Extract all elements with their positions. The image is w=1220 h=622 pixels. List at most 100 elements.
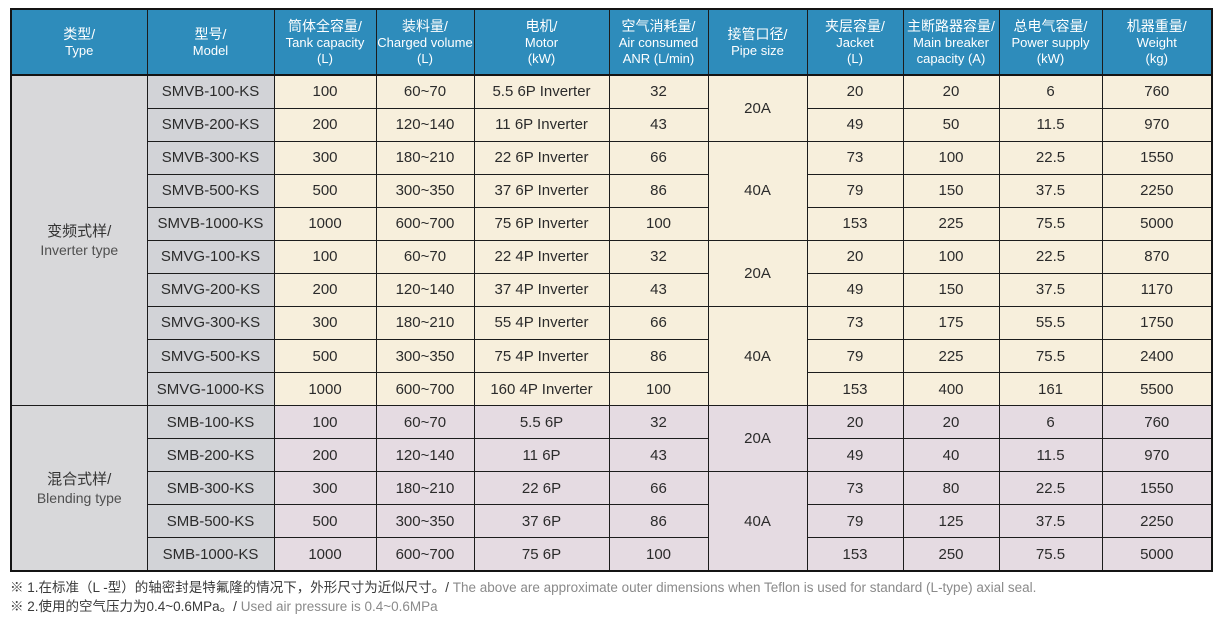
cell-model: SMVG-100-KS [146, 239, 275, 274]
cell-charged-volume: 600~700 [375, 372, 475, 407]
type-label-en: Inverter type [40, 242, 119, 259]
cell-main-breaker: 175 [902, 305, 1000, 341]
cell-power-supply: 11.5 [998, 438, 1103, 473]
cell-jacket: 20 [806, 239, 904, 274]
cell-main-breaker: 100 [902, 239, 1000, 274]
header-label-zh: 机器重量/ [1126, 17, 1187, 34]
cell-jacket: 153 [806, 537, 904, 572]
cell-air-consumed: 32 [608, 239, 709, 274]
cell-charged-volume: 600~700 [375, 206, 475, 241]
cell-air-consumed: 100 [608, 206, 709, 241]
header-label-zh: 筒体全容量/ [288, 17, 362, 34]
footnote-2-en: Used air pressure is 0.4~0.6MPa [240, 599, 438, 614]
cell-tank-capacity: 300 [273, 471, 377, 506]
type-label-zh: 混合式样/ [47, 470, 112, 488]
table-row: SMVG-200-KS 200 120~140 37 4P Inverter 43 49 1… [11, 272, 1213, 307]
cell-pipe-size: 40A [707, 140, 808, 241]
cell-jacket: 153 [806, 372, 904, 407]
cell-charged-volume: 180~210 [375, 305, 475, 341]
cell-weight: 970 [1101, 107, 1213, 142]
header-label-en: Type [65, 42, 94, 58]
cell-tank-capacity: 200 [273, 438, 377, 473]
column-header-motor: 电机/ Motor (kW) [473, 8, 610, 76]
cell-weight: 760 [1101, 74, 1213, 109]
footnote-2: ※ 2.使用的空气压力为0.4~0.6MPa。/ Used air pressu… [10, 597, 1036, 616]
cell-power-supply: 37.5 [998, 173, 1103, 208]
cell-air-consumed: 66 [608, 305, 709, 341]
cell-charged-volume: 120~140 [375, 438, 475, 473]
header-label-zh: 接管口径/ [727, 25, 788, 42]
cell-jacket: 20 [806, 405, 904, 440]
cell-charged-volume: 120~140 [375, 272, 475, 307]
table-row: SMVB-200-KS 200 120~140 11 6P Inverter 43 49 5… [11, 107, 1213, 142]
cell-power-supply: 37.5 [998, 272, 1103, 307]
table-row: SMB-500-KS 500 300~350 37 6P 86 79 125 37.5 2250 [11, 504, 1213, 539]
cell-pipe-size: 40A [707, 471, 808, 572]
cell-motor: 75 4P Inverter [473, 338, 610, 374]
cell-weight: 970 [1101, 438, 1213, 473]
cell-pipe-size: 20A [707, 405, 808, 473]
cell-model: SMVB-1000-KS [146, 206, 275, 241]
header-label-en: Tank capacity [285, 34, 365, 50]
cell-main-breaker: 250 [902, 537, 1000, 572]
cell-motor: 22 6P Inverter [473, 140, 610, 175]
cell-charged-volume: 60~70 [375, 239, 475, 274]
cell-weight: 760 [1101, 405, 1213, 440]
cell-power-supply: 55.5 [998, 305, 1103, 341]
column-header-type: 类型/ Type [10, 8, 148, 76]
cell-tank-capacity: 1000 [273, 537, 377, 572]
cell-tank-capacity: 200 [273, 272, 377, 307]
cell-tank-capacity: 300 [273, 140, 377, 175]
column-header-main-breaker: 主断路器容量/ Main breaker capacity (A) [902, 8, 1000, 76]
column-header-pipe-size: 接管口径/ Pipe size [707, 8, 808, 76]
cell-air-consumed: 66 [608, 471, 709, 506]
cell-power-supply: 6 [998, 74, 1103, 109]
header-label-en: Pipe size [731, 42, 784, 58]
cell-charged-volume: 60~70 [375, 405, 475, 440]
cell-model: SMB-1000-KS [146, 537, 275, 572]
cell-tank-capacity: 100 [273, 405, 377, 440]
table-header: 类型/ Type 型号/ Model 筒体全容量/ Tank capacity … [10, 8, 1213, 76]
cell-jacket: 49 [806, 438, 904, 473]
cell-model: SMVG-300-KS [146, 305, 275, 341]
cell-model: SMVB-300-KS [146, 140, 275, 175]
header-label-zh: 装料量/ [402, 17, 448, 34]
cell-main-breaker: 125 [902, 504, 1000, 539]
header-label-zh: 电机/ [525, 17, 558, 34]
table-row: SMB-200-KS 200 120~140 11 6P 43 49 40 11.5 970 [11, 438, 1213, 473]
cell-motor: 75 6P [473, 537, 610, 572]
column-header-model: 型号/ Model [146, 8, 275, 76]
cell-model: SMB-200-KS [146, 438, 275, 473]
cell-tank-capacity: 1000 [273, 372, 377, 407]
cell-tank-capacity: 200 [273, 107, 377, 142]
header-label-en: Air consumed [618, 34, 699, 50]
header-label-unit: capacity (A) [916, 50, 986, 66]
cell-weight: 5000 [1101, 537, 1213, 572]
cell-jacket: 73 [806, 305, 904, 341]
cell-air-consumed: 43 [608, 272, 709, 307]
header-label-zh: 夹层容量/ [825, 17, 885, 34]
table-row: 变频式样/Inverter type SMVB-100-KS 100 60~70 5.5… [10, 74, 1213, 407]
cell-motor: 11 6P [473, 438, 610, 473]
cell-main-breaker: 150 [902, 173, 1000, 208]
cell-motor: 37 6P [473, 504, 610, 539]
cell-model: SMB-100-KS [146, 405, 275, 440]
cell-motor: 5.5 6P [473, 405, 610, 440]
cell-weight: 1170 [1101, 272, 1213, 307]
cell-model: SMVG-200-KS [146, 272, 275, 307]
cell-motor: 160 4P Inverter [473, 372, 610, 407]
cell-air-consumed: 32 [608, 405, 709, 440]
cell-main-breaker: 225 [902, 338, 1000, 374]
cell-jacket: 79 [806, 504, 904, 539]
header-label-en: Power supply [1011, 34, 1090, 50]
cell-model: SMVB-500-KS [146, 173, 275, 208]
footnote-2-zh: ※ 2.使用的空气压力为0.4~0.6MPa。/ [10, 599, 237, 614]
cell-weight: 5000 [1101, 206, 1213, 241]
cell-weight: 2250 [1101, 173, 1213, 208]
cell-motor: 22 6P [473, 471, 610, 506]
cell-main-breaker: 40 [902, 438, 1000, 473]
cell-weight: 1750 [1101, 305, 1213, 341]
column-header-power-supply: 总电气容量/ Power supply (kW) [998, 8, 1103, 76]
header-label-zh: 主断路器容量/ [907, 17, 995, 34]
